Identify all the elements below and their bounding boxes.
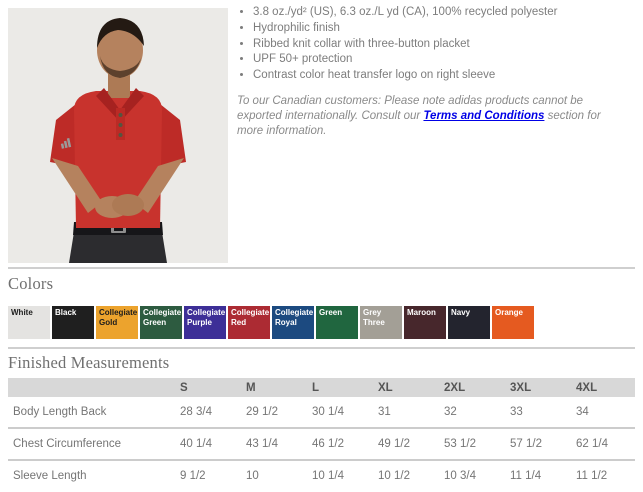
color-swatch[interactable]: Collegiate Gold: [96, 306, 138, 339]
measurements-table-body: Body Length Back 28 3/4 29 1/2 30 1/4 31 32 33…: [8, 397, 635, 491]
measurement-value: 33: [510, 406, 523, 418]
measurement-value: 10 3/4: [444, 470, 476, 482]
measurement-value: 31: [378, 406, 391, 418]
measurement-value: 11 1/2: [576, 470, 608, 482]
color-swatch[interactable]: Orange: [492, 306, 534, 339]
measurement-value: 62 1/4: [576, 438, 608, 450]
color-swatch[interactable]: Green: [316, 306, 358, 339]
size-column-header: 3XL: [510, 378, 576, 397]
feature-item: Hydrophilic finish: [253, 21, 639, 37]
measurement-value: 9 1/2: [180, 470, 206, 482]
product-info: 3.8 oz./yd² (US), 6.3 oz./L yd (CA), 100…: [237, 5, 639, 140]
measurement-row: Sleeve Length 9 1/2 10 10 1/4 10 1/2 10 3/4 11…: [8, 460, 635, 491]
sleeve-logo-icon: [60, 138, 72, 149]
measurement-value: 53 1/2: [444, 438, 476, 450]
measurement-value: 29 1/2: [246, 406, 278, 418]
measurements-table: S M L XL 2XL 3XL 4XL Body Length Back 28 3/4 29 …: [8, 378, 635, 491]
measurement-value: 10 1/4: [312, 470, 344, 482]
terms-and-conditions-link[interactable]: Terms and Conditions: [423, 110, 545, 123]
measurement-value: 11 1/4: [510, 470, 542, 482]
note-text-post: section for more information.: [237, 110, 601, 138]
size-column-header: S: [180, 378, 246, 397]
measurement-value: 57 1/2: [510, 438, 542, 450]
color-swatch[interactable]: Collegiate Green: [140, 306, 182, 339]
measurement-value: 43 1/4: [246, 438, 278, 450]
measurement-label: Chest Circumference: [13, 438, 122, 450]
measurement-label: Sleeve Length: [13, 470, 87, 482]
measurement-value: 34: [576, 406, 589, 418]
color-swatch[interactable]: Collegiate Royal: [272, 306, 314, 339]
color-swatch[interactable]: Grey Three: [360, 306, 402, 339]
measurement-label: Body Length Back: [13, 406, 107, 418]
color-swatch[interactable]: White: [8, 306, 50, 339]
measurement-value: 40 1/4: [180, 438, 212, 450]
measurements-heading: Finished Measurements: [8, 353, 170, 372]
measurement-row: Chest Circumference 40 1/4 43 1/4 46 1/2 49 …: [8, 428, 635, 460]
measurement-value: 49 1/2: [378, 438, 410, 450]
model-photo-illustration: [8, 8, 228, 263]
measurement-value: 10 1/2: [378, 470, 410, 482]
feature-list: 3.8 oz./yd² (US), 6.3 oz./L yd (CA), 100…: [237, 5, 639, 84]
product-photo: [8, 8, 228, 263]
size-column-header: 4XL: [576, 378, 635, 397]
canadian-customers-note: To our Canadian customers: Please note a…: [237, 94, 617, 140]
size-column-header: M: [246, 378, 312, 397]
color-swatch[interactable]: Navy: [448, 306, 490, 339]
feature-item: Ribbed knit collar with three-button pla…: [253, 37, 639, 53]
color-swatch[interactable]: Collegiate Purple: [184, 306, 226, 339]
color-swatch[interactable]: Black: [52, 306, 94, 339]
measurement-value: 30 1/4: [312, 406, 344, 418]
feature-item: UPF 50+ protection: [253, 52, 639, 68]
measurement-row: Body Length Back 28 3/4 29 1/2 30 1/4 31 32 33…: [8, 397, 635, 428]
color-swatch[interactable]: Maroon: [404, 306, 446, 339]
measurement-value: 46 1/2: [312, 438, 344, 450]
measurements-table-header: S M L XL 2XL 3XL 4XL: [8, 378, 635, 397]
size-column-header: XL: [378, 378, 444, 397]
feature-item: 3.8 oz./yd² (US), 6.3 oz./L yd (CA), 100…: [253, 5, 639, 21]
color-swatch[interactable]: Collegiate Red: [228, 306, 270, 339]
size-header-corner: [8, 378, 180, 397]
measurement-value: 10: [246, 470, 259, 482]
feature-item: Contrast color heat transfer logo on rig…: [253, 68, 639, 84]
color-swatch-row: White Black Collegiate Gold Collegiate Gree…: [8, 306, 536, 339]
measurement-value: 28 3/4: [180, 406, 212, 418]
section-divider: [8, 347, 635, 349]
measurement-value: 32: [444, 406, 457, 418]
colors-heading: Colors: [8, 274, 54, 293]
size-column-header: L: [312, 378, 378, 397]
note-text-pre: To our Canadian customers: Please note a…: [237, 94, 584, 123]
size-column-header: 2XL: [444, 378, 510, 397]
section-divider: [8, 267, 635, 269]
